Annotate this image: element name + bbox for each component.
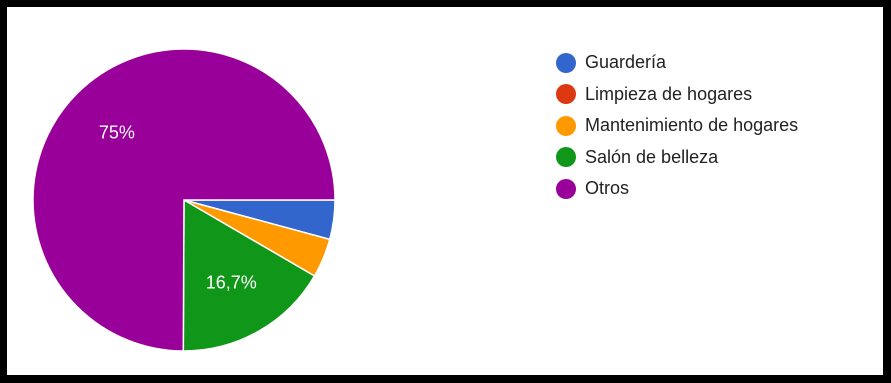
- legend-label: Guardería: [585, 52, 667, 73]
- legend-label: Otros: [585, 178, 630, 199]
- legend-swatch: [556, 178, 576, 199]
- legend-swatch: [556, 52, 576, 73]
- legend-label: Salón de belleza: [585, 146, 719, 167]
- legend-swatch: [556, 115, 576, 136]
- legend-item-mantenimiento[interactable]: Mantenimiento de hogares: [556, 110, 798, 142]
- data-label-otros: 75%: [99, 123, 135, 143]
- pie-slice-otros[interactable]: [32, 48, 336, 352]
- legend-item-otros[interactable]: Otros: [556, 173, 798, 205]
- chart-frame: 16,7% 75% Guardería Limpieza de hogares M…: [7, 7, 883, 375]
- legend-label: Limpieza de hogares: [585, 83, 753, 104]
- legend-item-guarderia[interactable]: Guardería: [556, 47, 798, 79]
- legend-swatch: [556, 147, 576, 168]
- pie-chart: 16,7% 75%: [32, 48, 336, 352]
- legend: Guardería Limpieza de hogares Mantenimie…: [556, 47, 798, 205]
- legend-item-salon[interactable]: Salón de belleza: [556, 142, 798, 174]
- legend-swatch: [556, 84, 576, 105]
- data-label-salon: 16,7%: [206, 273, 257, 293]
- legend-item-limpieza[interactable]: Limpieza de hogares: [556, 79, 798, 111]
- legend-label: Mantenimiento de hogares: [585, 115, 799, 136]
- pie-slice-salon[interactable]: [182, 198, 316, 352]
